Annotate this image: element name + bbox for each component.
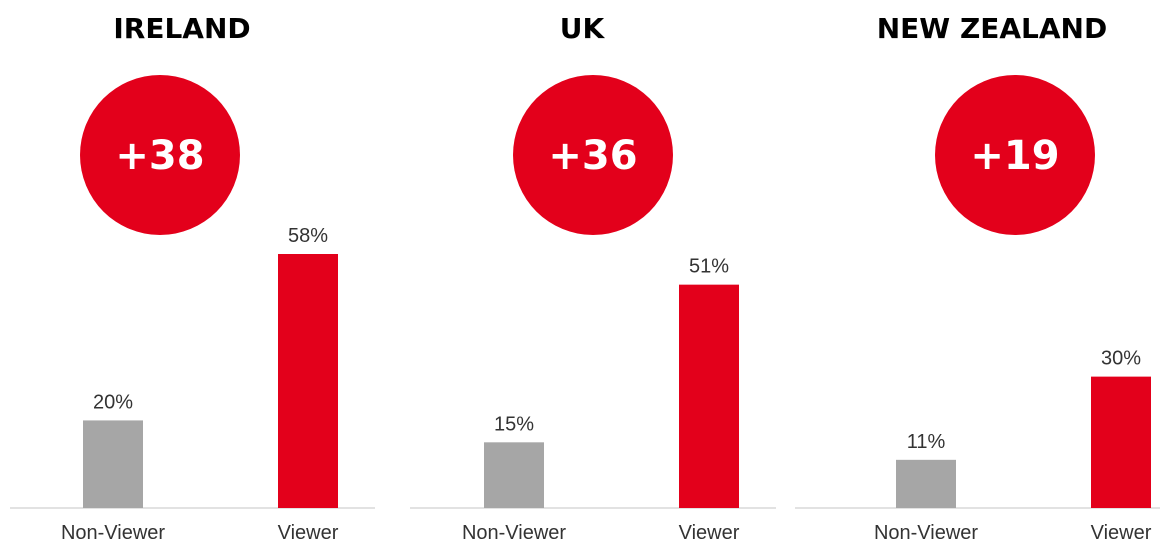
- category-label-viewer: Viewer: [278, 522, 339, 544]
- chart-uk: UK +36 15% Non-Viewer 51% Viewer: [410, 12, 776, 544]
- difference-badge: [935, 75, 1095, 235]
- value-label-viewer: 51%: [689, 256, 729, 278]
- value-label-non-viewer: 15%: [494, 413, 534, 435]
- value-label-non-viewer: 20%: [93, 391, 133, 413]
- value-label-viewer: 30%: [1101, 348, 1141, 370]
- country-title: UK: [560, 12, 606, 45]
- bar-viewer: [1091, 376, 1151, 508]
- chart-new-zealand: NEW ZEALAND +19 11% Non-Viewer 30% Viewer: [795, 12, 1160, 544]
- category-label-viewer: Viewer: [679, 522, 740, 544]
- category-label-viewer: Viewer: [1091, 522, 1152, 544]
- difference-badge-label: +38: [115, 133, 204, 179]
- value-label-non-viewer: 11%: [907, 431, 946, 453]
- bar-non-viewer: [484, 442, 544, 508]
- category-label-non-viewer: Non-Viewer: [61, 522, 165, 544]
- chart-ireland: IRELAND +38 20% Non-Viewer 58% Viewer: [10, 12, 375, 544]
- value-label-viewer: 58%: [288, 225, 328, 247]
- bar-non-viewer: [83, 420, 143, 508]
- country-title: NEW ZEALAND: [877, 12, 1107, 45]
- bar-non-viewer: [896, 459, 956, 508]
- bar-viewer: [278, 254, 338, 508]
- difference-badge-label: +36: [548, 133, 637, 179]
- category-label-non-viewer: Non-Viewer: [462, 522, 566, 544]
- country-title: IRELAND: [113, 12, 250, 45]
- difference-badge-label: +19: [970, 133, 1059, 179]
- difference-badge: [513, 75, 673, 235]
- difference-badge: [80, 75, 240, 235]
- category-label-non-viewer: Non-Viewer: [874, 522, 978, 544]
- bar-viewer: [679, 284, 739, 508]
